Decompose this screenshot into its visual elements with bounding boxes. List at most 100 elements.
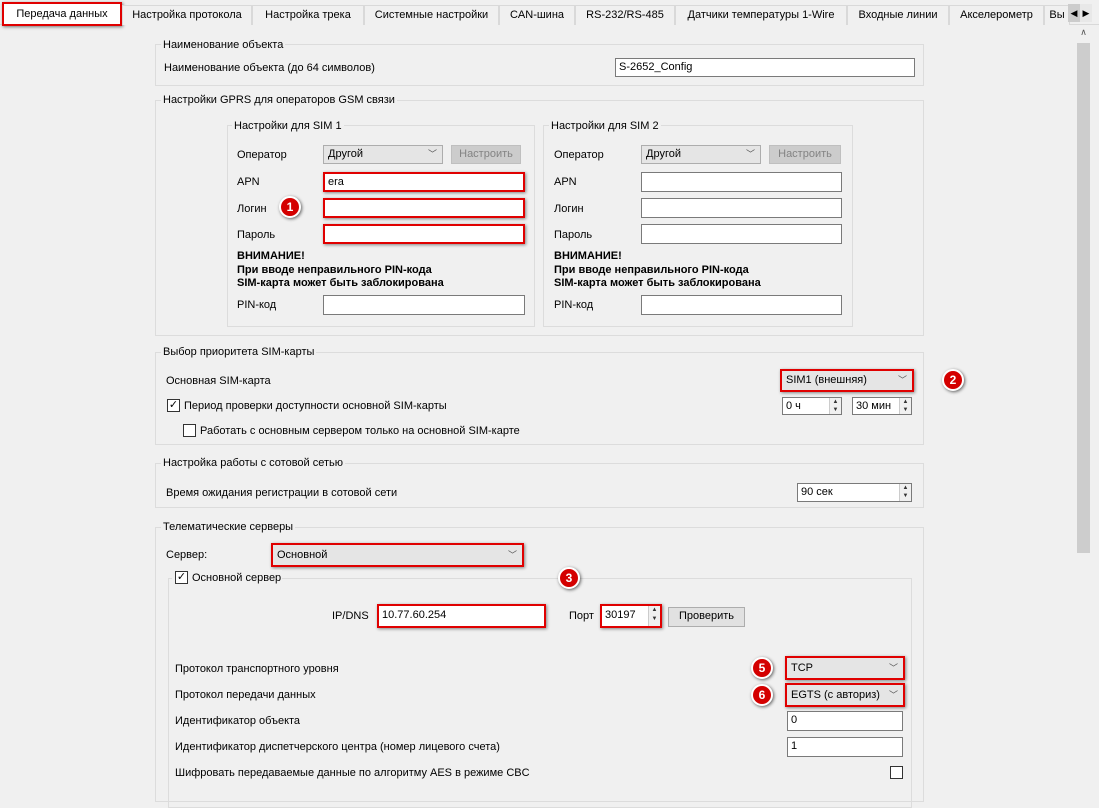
- tab-inputs[interactable]: Входные линии: [847, 5, 949, 25]
- check-period-label: Период проверки доступности основной SIM…: [184, 400, 447, 412]
- chevron-down-icon: ﹀: [888, 690, 898, 700]
- main-server-only-checkbox[interactable]: [183, 424, 196, 437]
- annotation-badge: 5: [751, 657, 773, 679]
- gprs-group: [155, 100, 924, 336]
- sim1-pin-input[interactable]: [323, 295, 525, 315]
- main-server-checkbox[interactable]: ✓: [175, 571, 188, 584]
- dispatch-id-label: Идентификатор диспетчерского центра (ном…: [175, 741, 500, 753]
- minutes-value: 30 мин: [856, 400, 892, 412]
- sim1-operator-label: Оператор: [237, 149, 287, 161]
- sim1-password-label: Пароль: [237, 229, 276, 241]
- chevron-down-icon: ﹀: [427, 149, 437, 159]
- tab-data-transfer[interactable]: Передача данных: [2, 2, 122, 26]
- gprs-title: Настройки GPRS для операторов GSM связи: [161, 94, 397, 106]
- scroll-up-icon[interactable]: ∧: [1080, 27, 1087, 37]
- check-server-button[interactable]: Проверить: [668, 607, 745, 627]
- sim1-warning: SIM-карта может быть заблокирована: [237, 277, 444, 289]
- annotation-badge: 1: [279, 196, 301, 218]
- sim1-apn-input[interactable]: era: [323, 172, 525, 192]
- sim2-warning: При вводе неправильного PIN-кода: [554, 264, 749, 276]
- cellular-group: [155, 463, 924, 508]
- data-protocol-select[interactable]: EGTS (с авториз) ﹀: [785, 683, 905, 707]
- main-sim-value: SIM1 (внешняя): [786, 374, 867, 386]
- sim2-warning: ВНИМАНИЕ!: [554, 250, 622, 262]
- sim2-login-input[interactable]: [641, 198, 842, 218]
- sim1-login-label: Логин: [237, 203, 267, 215]
- tab-protocol[interactable]: Настройка протокола: [122, 5, 252, 25]
- spin-arrows-icon[interactable]: ▲ ▼: [829, 398, 841, 414]
- cellular-title: Настройка работы с сотовой сетью: [161, 457, 346, 469]
- server-select[interactable]: Основной ﹀: [271, 543, 524, 567]
- sim1-configure-button[interactable]: Настроить: [451, 145, 521, 164]
- registration-wait-value: 90 сек: [801, 486, 833, 498]
- spin-arrows-icon[interactable]: ▲ ▼: [899, 398, 911, 414]
- chevron-down-icon: ﹀: [745, 149, 755, 159]
- tab-more[interactable]: Вы: [1044, 5, 1070, 25]
- port-spinner[interactable]: 30197 ▲ ▼: [600, 604, 662, 628]
- sim2-login-label: Логин: [554, 203, 584, 215]
- sim2-password-label: Пароль: [554, 229, 593, 241]
- object-id-label: Идентификатор объекта: [175, 715, 301, 727]
- tab-accelerometer[interactable]: Акселерометр: [949, 5, 1044, 25]
- main-server-title-bg: [172, 570, 282, 586]
- transport-label: Протокол транспортного уровня: [175, 663, 339, 675]
- main-sim-select[interactable]: SIM1 (внешняя) ﹀: [780, 369, 914, 392]
- object-name-label: Наименование объекта (до 64 символов): [164, 62, 375, 74]
- transport-select[interactable]: TCP ﹀: [785, 656, 905, 680]
- sim1-warning: ВНИМАНИЕ!: [237, 250, 305, 262]
- sim1-login-input[interactable]: [323, 198, 525, 218]
- sim1-operator-value: Другой: [328, 148, 363, 160]
- tab-scroll-left-icon[interactable]: ◀: [1068, 4, 1080, 22]
- sim1-apn-label: APN: [237, 176, 260, 188]
- object-id-input[interactable]: 0: [787, 711, 903, 731]
- scrollbar-thumb[interactable]: [1077, 43, 1090, 553]
- chevron-down-icon: ﹀: [888, 663, 898, 673]
- vertical-scrollbar[interactable]: ∧: [1075, 25, 1092, 796]
- annotation-badge: 6: [751, 684, 773, 706]
- registration-wait-spinner[interactable]: 90 сек ▲ ▼: [797, 483, 912, 502]
- sim1-password-input[interactable]: [323, 224, 525, 244]
- spin-arrows-icon[interactable]: ▲ ▼: [648, 606, 660, 626]
- sim2-pin-input[interactable]: [641, 295, 842, 315]
- port-value: 30197: [605, 609, 636, 621]
- tab-can[interactable]: CAN-шина: [499, 5, 575, 25]
- main-server-only-label: Работать с основным сервером только на о…: [200, 425, 520, 437]
- hours-value: 0 ч: [786, 400, 801, 412]
- tab-track[interactable]: Настройка трека: [252, 5, 364, 25]
- chevron-down-icon: ﹀: [507, 550, 517, 560]
- chevron-down-icon: ﹀: [897, 375, 907, 385]
- tab-bar: Передача данных Настройка протокола Наст…: [0, 0, 1099, 26]
- data-protocol-value: EGTS (с авториз): [791, 689, 880, 701]
- sim1-operator-select[interactable]: Другой ﹀: [323, 145, 443, 164]
- tab-rs232[interactable]: RS-232/RS-485: [575, 5, 675, 25]
- sim1-title: Настройки для SIM 1: [232, 120, 344, 132]
- main-sim-label: Основная SIM-карта: [166, 375, 271, 387]
- ip-label: IP/DNS: [332, 610, 369, 622]
- annotation-badge: 2: [942, 369, 964, 391]
- minutes-spinner[interactable]: 30 мин ▲ ▼: [852, 397, 912, 415]
- check-period-checkbox[interactable]: ✓: [167, 399, 180, 412]
- sim2-title: Настройки для SIM 2: [549, 120, 661, 132]
- sim2-configure-button[interactable]: Настроить: [769, 145, 841, 164]
- object-name-group: [155, 44, 924, 86]
- sim2-apn-input[interactable]: [641, 172, 842, 192]
- sim2-operator-select[interactable]: Другой ﹀: [641, 145, 761, 164]
- port-label: Порт: [569, 610, 594, 622]
- sim2-pin-label: PIN-код: [554, 299, 594, 311]
- tab-system[interactable]: Системные настройки: [364, 5, 499, 25]
- sim2-operator-value: Другой: [646, 148, 681, 160]
- tab-scroll-right-icon[interactable]: ▶: [1080, 4, 1092, 22]
- sim2-group: [543, 125, 853, 327]
- sim1-warning: При вводе неправильного PIN-кода: [237, 264, 432, 276]
- aes-label: Шифровать передаваемые данные по алгорит…: [175, 767, 530, 779]
- hours-spinner[interactable]: 0 ч ▲ ▼: [782, 397, 842, 415]
- spin-arrows-icon[interactable]: ▲ ▼: [899, 484, 911, 501]
- aes-checkbox[interactable]: [890, 766, 903, 779]
- sim2-apn-label: APN: [554, 176, 577, 188]
- tab-1wire[interactable]: Датчики температуры 1-Wire: [675, 5, 847, 25]
- sim-priority-group: [155, 352, 924, 445]
- dispatch-id-input[interactable]: 1: [787, 737, 903, 757]
- sim2-password-input[interactable]: [641, 224, 842, 244]
- ip-input[interactable]: 10.77.60.254: [377, 604, 546, 628]
- object-name-input[interactable]: S-2652_Config: [615, 58, 915, 77]
